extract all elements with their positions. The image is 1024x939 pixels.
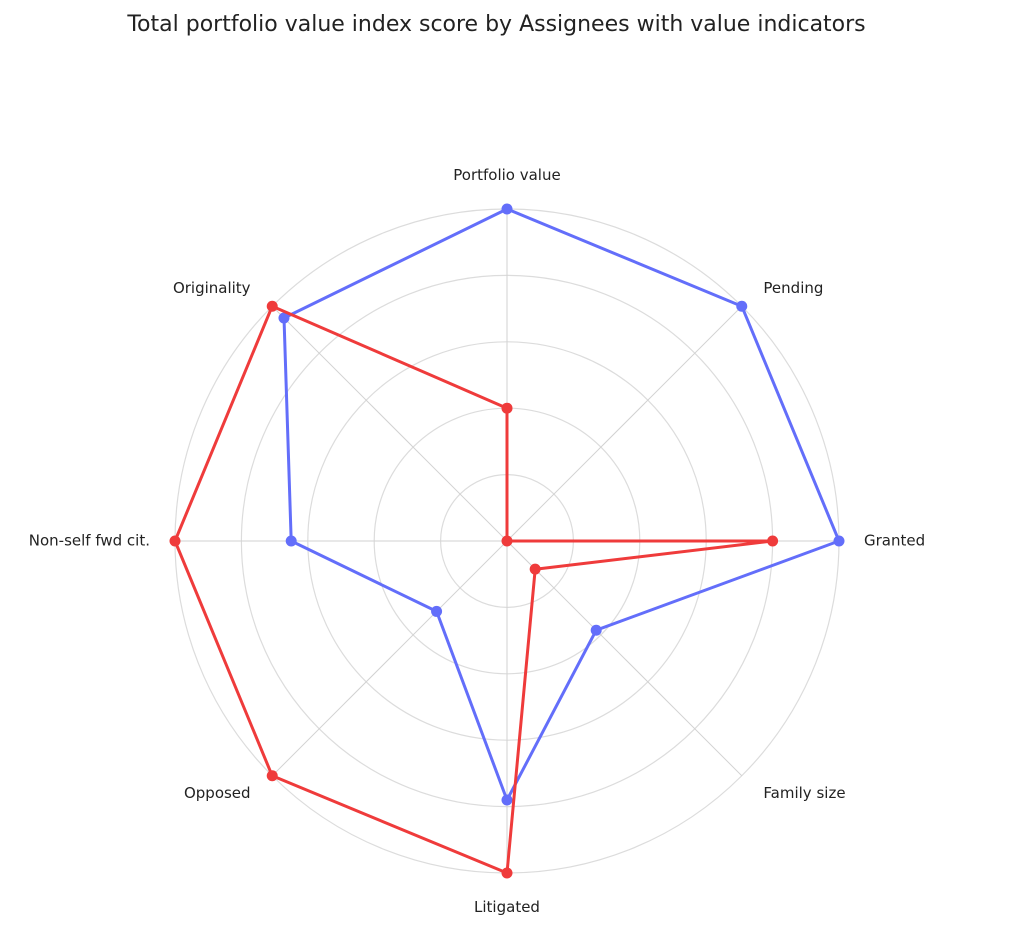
series-2-point — [267, 770, 278, 781]
axis-label: Pending — [763, 279, 823, 297]
series-2-point — [502, 403, 513, 414]
series-1-line — [284, 209, 839, 800]
series-2-point — [502, 868, 513, 879]
grid-spoke — [507, 541, 742, 776]
axis-label: Family size — [763, 784, 845, 802]
axis-label: Non-self fwd cit. — [29, 532, 150, 550]
grid-spoke — [272, 306, 507, 541]
series-2-point — [170, 536, 181, 547]
series-2-point — [267, 301, 278, 312]
grid-spoke — [272, 541, 507, 776]
axis-label: Originality — [173, 279, 251, 297]
series-2-point — [767, 536, 778, 547]
series-1-point — [736, 301, 747, 312]
axis-label: Granted — [864, 532, 925, 550]
series-1-point — [431, 606, 442, 617]
series-1-point — [502, 794, 513, 805]
series-2-line — [175, 306, 773, 873]
axis-label: Portfolio value — [453, 166, 560, 184]
series-1-point — [834, 536, 845, 547]
axis-label: Opposed — [184, 784, 251, 802]
axis-label: Litigated — [474, 898, 540, 916]
series-2-point — [530, 564, 541, 575]
grid-spoke — [507, 306, 742, 541]
series-2-point — [502, 536, 513, 547]
series-1-point — [502, 204, 513, 215]
series-1-point — [286, 536, 297, 547]
series-1-point — [591, 625, 602, 636]
